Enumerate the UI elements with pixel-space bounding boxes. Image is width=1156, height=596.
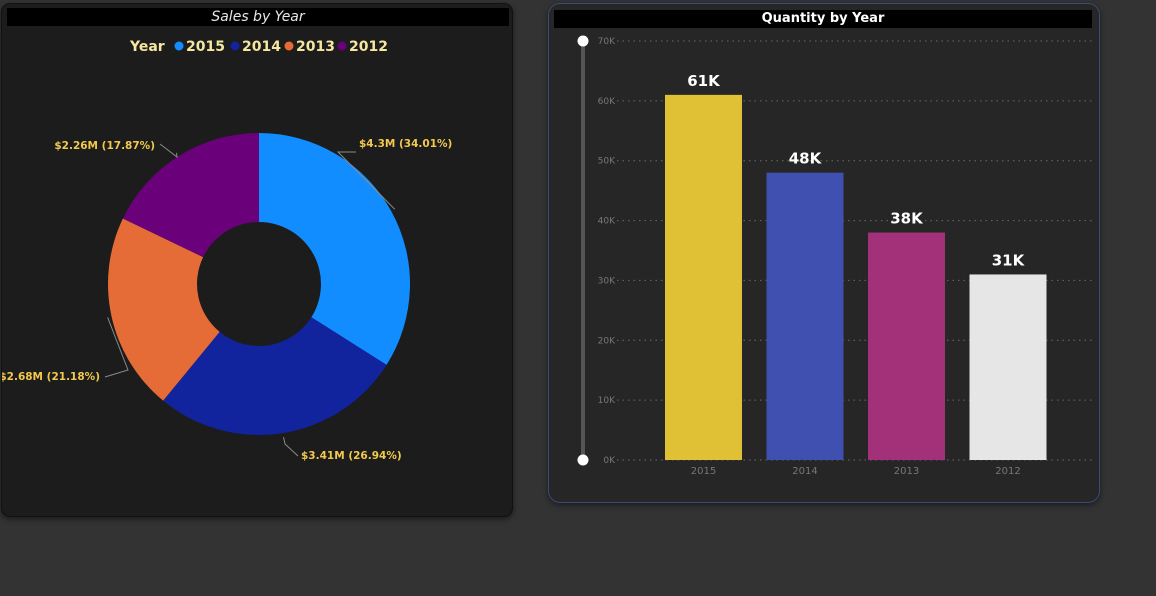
zoom-slider-bottom-handle[interactable] xyxy=(577,454,589,466)
donut-slice-2015[interactable] xyxy=(259,133,410,365)
sales-by-year-card[interactable]: Sales by Year Year 2015 2014 2013 2012 $4.3M … xyxy=(1,3,513,517)
y-tick-label: 0K xyxy=(603,456,616,466)
y-tick-label: 60K xyxy=(598,97,616,107)
legend-marker-2015[interactable] xyxy=(174,41,184,51)
y-tick-label: 50K xyxy=(598,157,616,167)
x-tick-label-2013: 2013 xyxy=(894,466,919,477)
leader-line-2012 xyxy=(159,143,178,159)
x-tick-label-2014: 2014 xyxy=(792,466,817,477)
legend-entry-2013[interactable]: 2013 xyxy=(296,39,335,55)
legend-title: Year xyxy=(129,39,165,55)
donut-slice-2013[interactable] xyxy=(107,218,220,401)
y-tick-label: 30K xyxy=(598,276,616,286)
data-label-2012: $2.26M (17.87%) xyxy=(54,140,155,152)
y-tick-label: 20K xyxy=(598,336,616,346)
donut-slice-2012[interactable] xyxy=(122,133,259,258)
legend-marker-2012[interactable] xyxy=(337,41,347,51)
leader-line-2014 xyxy=(283,436,299,457)
bar-data-label-2013: 38K xyxy=(890,210,924,228)
legend-marker-2014[interactable] xyxy=(230,41,240,51)
leader-line-2015 xyxy=(336,151,396,210)
x-tick-label-2015: 2015 xyxy=(691,466,716,477)
legend-marker-2013[interactable] xyxy=(284,41,294,51)
bar-2015[interactable] xyxy=(665,94,742,460)
y-tick-label: 40K xyxy=(598,217,616,227)
data-label-2014: $3.41M (26.94%) xyxy=(301,450,402,462)
bar-2014[interactable] xyxy=(766,172,844,460)
bar-data-label-2012: 31K xyxy=(992,251,1026,269)
legend-entry-2015[interactable]: 2015 xyxy=(186,39,225,55)
y-tick-label: 10K xyxy=(598,396,616,406)
data-label-2015: $4.3M (34.01%) xyxy=(359,138,452,150)
quantity-bar-chart[interactable]: 0K 10K 20K 30K 40K 50K 60K 70K 61K 2015 48K 2014 38K… xyxy=(549,4,1099,502)
legend-entry-2014[interactable]: 2014 xyxy=(242,39,281,55)
bar-data-label-2014: 48K xyxy=(789,150,823,168)
x-tick-label-2012: 2012 xyxy=(995,466,1020,477)
zoom-slider-top-handle[interactable] xyxy=(577,35,589,47)
donut-legend: Year 2015 2014 2013 2012 xyxy=(129,39,388,55)
legend-entry-2012[interactable]: 2012 xyxy=(349,39,388,55)
quantity-by-year-card[interactable]: Quantity by Year 0K 10K 20K 30K 40K 50K 60K 70K… xyxy=(548,3,1100,503)
sales-donut-chart[interactable]: Year 2015 2014 2013 2012 $4.3M (34.01%) $3.41M… xyxy=(2,4,512,504)
sales-chart-title: Sales by Year xyxy=(7,8,509,26)
leader-line-2013 xyxy=(104,317,129,378)
donut-slice-2014[interactable] xyxy=(163,317,387,435)
data-label-2013: $2.68M (21.18%) xyxy=(2,371,100,383)
bar-2012[interactable] xyxy=(969,274,1047,460)
y-tick-label: 70K xyxy=(598,37,616,47)
bar-2013[interactable] xyxy=(868,232,945,460)
bar-data-label-2015: 61K xyxy=(687,72,721,90)
quantity-chart-title: Quantity by Year xyxy=(554,10,1092,28)
